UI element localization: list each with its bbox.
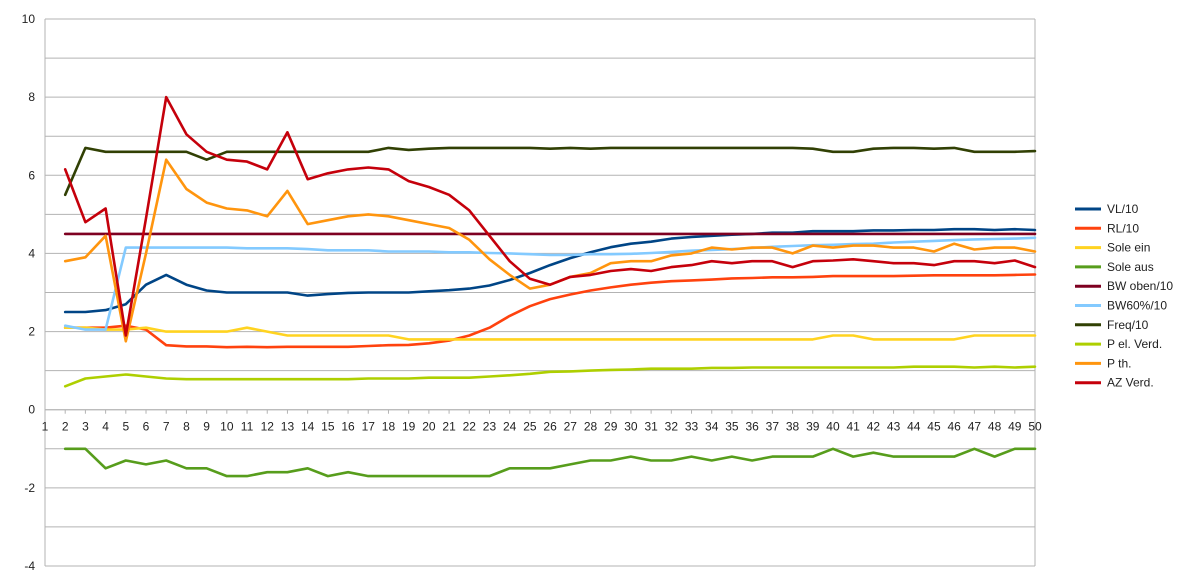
y-tick-label: -2 [24, 481, 35, 495]
x-tick-label: 50 [1028, 420, 1042, 434]
x-tick-label: 30 [624, 420, 638, 434]
x-tick-label: 9 [203, 420, 210, 434]
series-lines [63, 95, 1037, 478]
series-line [63, 326, 1037, 341]
x-axis-tick-labels: 1 2 3 4 5 6 7 8 9 10 11 12 13 14 15 16 17 18 19 20 21 22 23 24 2… [42, 409, 1042, 434]
series-line [63, 365, 1037, 388]
x-tick-label: 19 [402, 420, 416, 434]
legend-label: Freq/10 [1107, 318, 1149, 332]
x-tick-label: 14 [301, 420, 315, 434]
x-tick-label: 21 [442, 420, 456, 434]
legend-label: P th. [1107, 356, 1131, 370]
gridlines [45, 18, 1035, 567]
x-tick-label: 26 [543, 420, 557, 434]
x-tick-label: 28 [584, 420, 598, 434]
legend-label: RL/10 [1107, 221, 1139, 235]
x-tick-label: 4 [102, 420, 109, 434]
x-tick-label: 47 [968, 420, 982, 434]
x-tick-label: 2 [62, 420, 69, 434]
x-tick-label: 37 [766, 420, 780, 434]
series-line [63, 158, 1037, 343]
x-tick-label: 42 [867, 420, 881, 434]
x-tick-label: 15 [321, 420, 335, 434]
legend-label: AZ Verd. [1107, 376, 1154, 390]
legend: VL/10 RL/10 Sole ein Sole aus BW oben/10 BW60… [1075, 202, 1173, 390]
series-line [63, 227, 1037, 314]
series-line [63, 146, 1037, 197]
legend-label: Sole ein [1107, 241, 1150, 255]
x-tick-label: 31 [644, 420, 658, 434]
x-tick-label: 44 [907, 420, 921, 434]
x-tick-label: 8 [183, 420, 190, 434]
x-tick-label: 23 [483, 420, 497, 434]
x-tick-label: 22 [463, 420, 477, 434]
x-tick-label: 33 [685, 420, 699, 434]
x-tick-label: 25 [523, 420, 537, 434]
x-tick-label: 41 [846, 420, 860, 434]
x-tick-label: 36 [745, 420, 759, 434]
y-tick-label: 8 [28, 90, 35, 104]
series-line [63, 447, 1037, 478]
series-line [63, 273, 1037, 349]
y-tick-label: -4 [24, 559, 35, 573]
x-tick-label: 35 [725, 420, 739, 434]
legend-label: BW oben/10 [1107, 279, 1173, 293]
x-tick-label: 20 [422, 420, 436, 434]
x-tick-label: 49 [1008, 420, 1022, 434]
legend-label: P el. Verd. [1107, 337, 1162, 351]
x-tick-label: 10 [220, 420, 234, 434]
x-tick-label: 16 [341, 420, 355, 434]
x-tick-label: 27 [564, 420, 578, 434]
legend-label: BW60%/10 [1107, 299, 1167, 313]
x-tick-label: 46 [948, 420, 962, 434]
x-tick-label: 7 [163, 420, 170, 434]
x-tick-label: 1 [42, 420, 49, 434]
y-tick-label: 10 [22, 12, 36, 26]
x-tick-label: 24 [503, 420, 517, 434]
x-tick-label: 40 [826, 420, 840, 434]
x-tick-label: 39 [806, 420, 820, 434]
x-tick-label: 13 [281, 420, 295, 434]
series-line [63, 236, 1037, 331]
legend-label: Sole aus [1107, 260, 1154, 274]
x-tick-label: 34 [705, 420, 719, 434]
x-tick-label: 38 [786, 420, 800, 434]
x-tick-label: 43 [887, 420, 901, 434]
y-tick-label: 2 [28, 325, 35, 339]
x-tick-label: 3 [82, 420, 89, 434]
series-line [63, 95, 1037, 337]
axes [44, 19, 1036, 566]
x-tick-label: 32 [665, 420, 679, 434]
x-tick-label: 29 [604, 420, 618, 434]
y-axis-tick-labels: -4 -2 0 2 4 6 8 10 [22, 12, 36, 573]
x-tick-label: 6 [143, 420, 150, 434]
x-tick-label: 5 [122, 420, 129, 434]
x-tick-label: 48 [988, 420, 1002, 434]
x-tick-label: 11 [241, 420, 254, 434]
x-tick-label: 45 [927, 420, 941, 434]
x-tick-label: 17 [362, 420, 376, 434]
y-tick-label: 6 [28, 168, 35, 182]
legend-label: VL/10 [1107, 202, 1139, 216]
x-tick-label: 12 [261, 420, 275, 434]
y-tick-label: 4 [28, 246, 35, 260]
x-tick-label: 18 [382, 420, 396, 434]
y-tick-label: 0 [28, 403, 35, 417]
